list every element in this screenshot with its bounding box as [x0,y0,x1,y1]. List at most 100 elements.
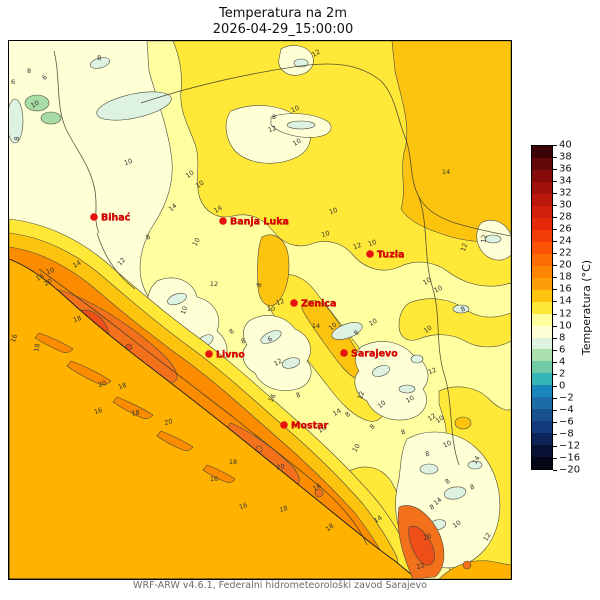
colorbar-segment [532,193,552,206]
contour-value-label: 12 [427,366,438,376]
contour-value-label: 10 [421,276,432,287]
contour-value-label: 10 [451,519,462,530]
contour-value-label: 12 [272,357,283,368]
colorbar-tick-mark [553,277,557,279]
contour-value-label: 10 [376,399,387,410]
colorbar-tick-label: −12 [559,440,581,452]
contour-value-label: 8 [96,54,102,63]
hot-speck [125,343,133,351]
colorbar-tick-label: 26 [559,223,572,235]
city-zenica: Zenica [290,298,337,310]
colorbar-tick-mark [553,337,557,339]
colorbar-segment [532,313,552,326]
colorbar-tick-mark [553,373,557,375]
cool-patch-central [242,315,312,391]
contour-value-label: 14 [167,202,178,213]
cool-patch-east-sarajevo [354,341,429,421]
contour-value-label: 14 [312,322,320,330]
colorbar-segment [532,409,552,422]
warm-bottom-right [438,560,511,579]
contour-value-label: 10 [123,157,134,167]
contour-value-label: 8 [295,391,302,400]
contour-value-label: 8 [228,327,236,336]
colorbar-segment [532,241,552,254]
colorbar-tick-mark [553,169,557,171]
colorbar-tick-mark [553,470,557,471]
colorbar-tick-mark [553,217,557,219]
contour-value-label: 10 [179,305,189,316]
colorbar-tick-mark [553,301,557,303]
colorbar-tick-label: 4 [559,356,566,368]
contour-value-label: 10 [328,206,339,216]
contour-value-label: 16 [34,272,45,283]
contour-value-label: 8 [400,428,407,437]
colorbar-segment [532,349,552,362]
colorbar-axis-label: Temperatura (°C) [580,259,594,356]
contour-value-label: 8 [444,477,452,486]
colorbar-tick-label: 10 [559,320,572,332]
city-label: Mostar [291,421,329,432]
colorbar-tick-label: 8 [559,332,566,344]
contour-value-label: 20 [163,417,173,427]
colorbar-tick-label: 38 [559,151,572,163]
contour-value-label: 10 [191,236,202,247]
contour-value-label: 10 [45,266,56,276]
colorbar-segment [532,181,552,194]
contour-value-label: 12 [482,531,493,542]
colorbar-tick-mark [553,241,557,243]
contour-value-label: 12 [310,48,321,59]
colorbar-segment [532,421,552,434]
colorbar-tick-mark [553,349,557,351]
city-sarajevo: Sarajevo [340,348,398,360]
colorbar-tick-mark [553,193,557,195]
city-banja-luka: Banja Luka [219,216,289,228]
contour-value-label: 8 [469,483,476,492]
hot-speck [255,445,263,453]
hot-speck [462,560,472,570]
city-dot [366,250,374,258]
contour-value-label: 10 [320,229,330,239]
contour-value-label: 10 [434,414,445,425]
colorbar-tick-label: −2 [559,392,574,404]
contour-value-label: 10 [351,442,362,453]
contour-value-label: 20 [97,379,108,389]
colorbar-tick-mark [553,205,557,207]
city-label: Livno [216,350,245,361]
band-14-16-strip [257,234,290,307]
colorbar-tick-mark [553,433,557,435]
contour-value-label: 12 [459,242,469,253]
colorbar-tick-mark [553,145,557,146]
city-livno: Livno [205,349,245,361]
colorbar-tick-label: 34 [559,175,572,187]
city-markers: Bihać Banja Luka Tuzla Zenica Livno Sarajevo M… [90,212,405,432]
contour-value-label: 12 [116,256,127,267]
contour-value-label: 10 [367,238,378,248]
hot-speck [314,488,324,498]
contour-value-label: 18 [324,522,335,533]
colorbar-tick-mark [553,361,557,363]
colorbar-tick-mark [553,229,557,231]
colorbar-segment [532,301,552,314]
contour-value-label: 14 [331,407,342,418]
contour-value-label: 18 [131,408,141,417]
colorbar-segment [532,253,552,266]
colorbar-tick-label: 22 [559,247,572,259]
contour-value-label: 12 [352,241,363,251]
colorbar-tick-label: 2 [559,368,566,380]
colorbar-segment [532,337,552,350]
colorbar-tick-label: 30 [559,199,572,211]
colorbar [531,145,553,470]
contour-value-label: 18 [32,343,41,353]
band-14-16-northeast [391,41,511,242]
city-label: Banja Luka [230,217,289,228]
colorbar-tick-label: −8 [559,428,574,440]
contour-value-label: 6 [266,335,274,344]
warm-speck [454,416,472,430]
city-label: Sarajevo [351,349,398,360]
colorbar-tick-mark [553,385,557,387]
contour-value-label: 14 [432,496,443,507]
colorbar-segment [532,265,552,278]
colorbar-tick-mark [553,289,557,291]
